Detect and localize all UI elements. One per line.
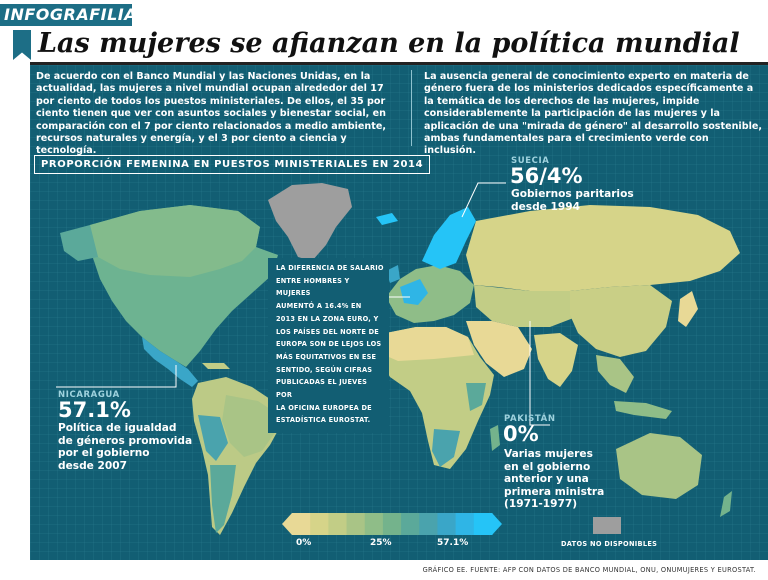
europe	[386, 265, 474, 323]
salary-note-line: SENTIDO, SEGÚN CIFRAS	[276, 365, 373, 374]
pakistan-desc-line: (1971-1977)	[504, 498, 578, 511]
middle-east	[466, 321, 532, 377]
pakistan-leader	[529, 321, 550, 426]
north-africa	[380, 327, 474, 361]
new-zealand	[720, 491, 732, 517]
suecia-desc-line: Gobiernos paritarios	[511, 188, 634, 200]
suecia-leader	[461, 182, 506, 218]
salary-note-line: 2013 EN LA ZONA EURO, Y	[276, 314, 379, 323]
india	[534, 333, 578, 387]
salary-note-line: LA DIFERENCIA DE SALARIO	[276, 264, 384, 272]
legend-max-label: 57.1%	[437, 538, 469, 548]
pakistan-value: 0%	[503, 422, 539, 446]
salary-note-line: MÁS EQUITATIVOS EN ESE	[276, 352, 377, 361]
southeast-asia	[596, 355, 634, 393]
alaska	[60, 225, 98, 261]
intro-divider	[411, 70, 412, 146]
legend-arrow-right	[492, 513, 502, 535]
brazil	[222, 395, 276, 457]
pakistan-label: PAKISTÁN	[504, 414, 556, 424]
legend-swatch	[292, 513, 311, 535]
legend-swatch	[437, 513, 457, 535]
legend-swatch	[401, 513, 420, 535]
central-asia	[474, 285, 576, 327]
map-title: PROPORCIÓN FEMENINA EN PUESTOS MINISTERI…	[34, 155, 431, 174]
pakistan-desc-line: primera ministra	[504, 485, 605, 498]
pakistan-desc-line: anterior y una	[504, 473, 589, 486]
legend-swatch	[364, 513, 384, 535]
suecia-desc-line: desde 1994	[511, 200, 581, 213]
section-tag-label: INFOGRAFILIA	[4, 5, 138, 24]
legend-swatch	[473, 513, 493, 535]
intro-left-text: De acuerdo con el Banco Mundial y las Na…	[36, 71, 387, 157]
nicaragua-value: 57.1%	[58, 398, 131, 422]
salary-note-line: LOS PAÍSES DEL NORTE DE	[276, 327, 379, 336]
east-africa	[466, 383, 486, 411]
intro-right-text: La ausencia general de conocimiento expe…	[424, 71, 763, 157]
pakistan-desc-line: Varias mujeres	[504, 448, 593, 460]
world-map	[30, 65, 768, 560]
caribbean	[202, 363, 230, 369]
nicaragua-leader	[56, 365, 177, 388]
nicaragua-desc-line: por el gobierno	[58, 447, 150, 460]
nodata-swatch	[593, 517, 621, 534]
suecia-label: SUECIA	[511, 156, 550, 166]
peru-bolivia	[198, 415, 228, 461]
argentina-chile	[210, 465, 236, 533]
bookmark-icon	[13, 30, 31, 60]
canada	[90, 205, 260, 277]
legend-arrow-left	[282, 513, 292, 535]
nodata-label: DATOS NO DISPONIBLES	[561, 540, 658, 548]
greenland	[268, 183, 352, 261]
salary-note-line: ESTADÍSTICA EUROSTAT.	[276, 416, 371, 425]
page-title: Las mujeres se afianzan en la política m…	[38, 28, 740, 59]
uk-ireland	[386, 265, 400, 283]
iceland	[376, 213, 398, 225]
salary-note-line: LA OFICINA EUROPEA DE	[276, 403, 372, 412]
indonesia	[614, 401, 672, 419]
china	[570, 285, 672, 357]
salary-note: LA DIFERENCIA DE SALARIO ENTRE HOMBRES Y…	[268, 258, 389, 434]
western-europe	[400, 279, 428, 305]
title-rule	[30, 62, 768, 65]
salary-note-line: EUROPA SON DE LEJOS LOS	[276, 340, 382, 349]
section-tag: INFOGRAFILIA	[0, 4, 137, 26]
southern-africa	[432, 429, 460, 467]
legend-swatch	[328, 513, 348, 535]
legend-mid-label: 25%	[370, 538, 392, 548]
pakistan-desc-line: en el gobierno	[504, 460, 591, 473]
nicaragua-label: NICARAGUA	[58, 390, 120, 400]
legend-swatch	[455, 513, 475, 535]
central-america	[142, 337, 198, 387]
japan	[678, 291, 698, 327]
legend-scale	[282, 513, 502, 535]
suecia-description: Gobiernos paritarios desde 1994	[511, 188, 634, 213]
suecia-value: 56/4%	[510, 164, 583, 188]
legend-swatch	[419, 513, 438, 535]
australia	[616, 433, 702, 499]
pakistan-description: Varias mujeres en el gobierno anterior y…	[504, 448, 604, 511]
nicaragua-desc-line: desde 2007	[58, 459, 128, 472]
salary-note-line: ENTRE HOMBRES Y MUJERES	[276, 276, 350, 298]
legend-min-label: 0%	[296, 538, 312, 548]
africa	[378, 327, 494, 469]
nicaragua-desc-line: de géneros promovida	[58, 434, 193, 447]
legend-swatch	[382, 513, 402, 535]
nicaragua-desc-line: Política de igualdad	[58, 422, 177, 434]
source-footer: GRÁFICO EE. FUENTE: AFP CON DATOS DE BAN…	[422, 566, 756, 574]
russia	[466, 205, 740, 291]
legend-swatch	[310, 513, 329, 535]
salary-note-line: AUMENTÓ A 16.4% EN	[276, 302, 362, 311]
nicaragua-description: Política de igualdad de géneros promovid…	[58, 422, 192, 472]
scandinavia	[422, 207, 476, 269]
madagascar	[490, 425, 500, 451]
salary-note-line: PUBLICADAS EL JUEVES POR	[276, 378, 368, 400]
legend-swatch	[346, 513, 366, 535]
